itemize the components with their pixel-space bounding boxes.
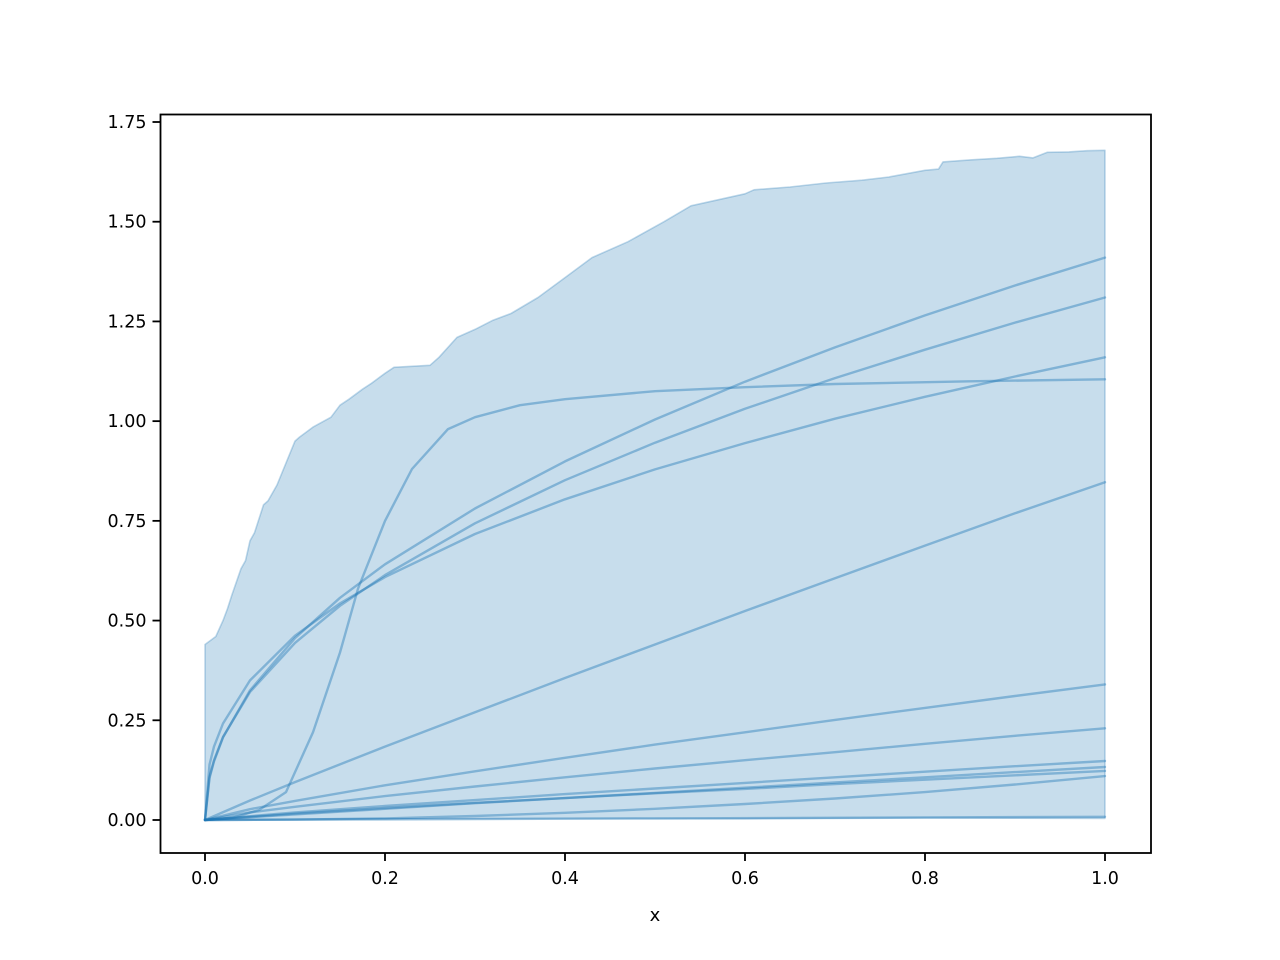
curve-4-sigmoid: [203, 378, 1107, 822]
curve-7: [203, 727, 1107, 822]
curve-12-bottom: [203, 815, 1107, 822]
y-tick-label: 1.25: [108, 312, 147, 332]
curve-10: [203, 769, 1107, 822]
y-tick-label: 0.25: [108, 711, 147, 731]
y-tick-label: 1.75: [108, 113, 147, 133]
curve-3: [203, 356, 1107, 822]
curve-2: [203, 296, 1107, 822]
y-tick-label: 0.75: [108, 512, 147, 532]
y-tick-label: 0.50: [108, 612, 147, 632]
curve-11-convex: [203, 774, 1107, 822]
curve-layer: [203, 256, 1107, 822]
x-tick-label: 1.0: [1091, 869, 1119, 889]
band-layer: [204, 149, 1106, 821]
x-tick-label: 0.8: [911, 869, 939, 889]
curve-8: [203, 759, 1107, 822]
curve-5: [203, 481, 1107, 822]
x-tick-label: 0.0: [191, 869, 219, 889]
axes-layer: 0.0 0.2 0.4 0.6 0.8 1.0 0.00 0.25 0.50 0.75 1.00 1.…: [108, 113, 1152, 889]
y-tick-label: 1.00: [108, 412, 147, 432]
curve-6: [203, 683, 1107, 822]
y-tick-label: 0.00: [108, 811, 147, 831]
y-tick-label: 1.50: [108, 213, 147, 233]
confidence-band: [204, 149, 1106, 821]
x-tick-label: 0.4: [551, 869, 579, 889]
x-tick-label: 0.6: [731, 869, 759, 889]
axes-frame: [159, 113, 1152, 854]
curve-9: [203, 765, 1107, 822]
x-tick-label: 0.2: [371, 869, 399, 889]
curve-1: [203, 256, 1107, 822]
x-axis-label: x: [650, 905, 661, 926]
